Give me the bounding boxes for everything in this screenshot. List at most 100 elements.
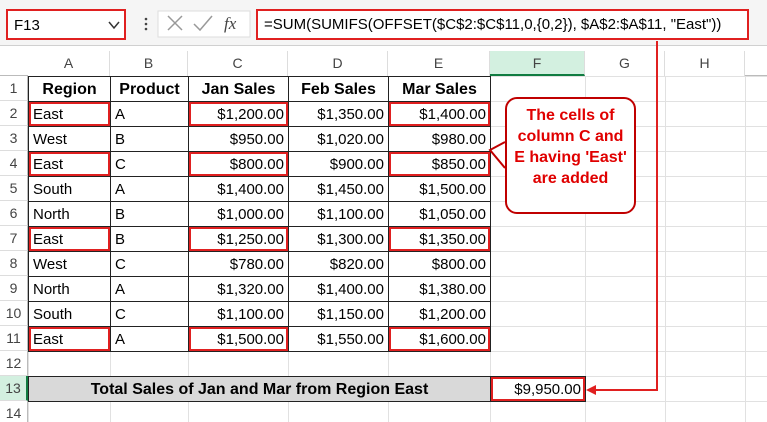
cell-gridline (745, 326, 767, 352)
cell-gridline (665, 151, 746, 177)
cancel-icon[interactable] (167, 15, 183, 31)
cell-gridline (745, 401, 767, 422)
cell-gridline (585, 351, 666, 377)
cell-gridline (665, 176, 746, 202)
table-cell: $1,380.00 (388, 276, 491, 302)
cell-gridline (188, 401, 289, 422)
table-cell: $820.00 (288, 251, 389, 277)
table-cell: C (110, 251, 189, 277)
cell-gridline (665, 126, 746, 152)
cell-gridline (388, 351, 491, 377)
cell-gridline (585, 251, 666, 277)
highlight-box (29, 152, 110, 176)
cell-gridline (490, 251, 586, 277)
cell-gridline (585, 301, 666, 327)
table-header-cell: Mar Sales (388, 76, 491, 102)
name-box-text: F13 (14, 17, 40, 34)
table-cell: $980.00 (388, 126, 491, 152)
column-header: D (288, 51, 388, 76)
table-cell: North (28, 201, 111, 227)
highlight-box (491, 377, 585, 401)
cell-gridline (28, 351, 111, 377)
row-header: 9 (0, 276, 28, 301)
table-cell: $1,020.00 (288, 126, 389, 152)
table-cell: $1,500.00 (188, 326, 289, 352)
table-cell: $1,200.00 (188, 101, 289, 127)
table-header-cell: Jan Sales (188, 76, 289, 102)
row-header: 10 (0, 301, 28, 326)
cell-gridline (288, 401, 389, 422)
row-header: 3 (0, 126, 28, 151)
cell-gridline (288, 351, 389, 377)
row-header: 2 (0, 101, 28, 126)
cell-gridline (490, 401, 586, 422)
cell-gridline (745, 176, 767, 202)
cell-gridline (745, 276, 767, 302)
insert-function[interactable]: fx (224, 14, 237, 33)
highlight-box (189, 152, 288, 176)
cell-gridline (665, 201, 746, 227)
table-cell: West (28, 126, 111, 152)
row-header: 5 (0, 176, 28, 201)
table-cell: $1,550.00 (288, 326, 389, 352)
cell-gridline (585, 401, 666, 422)
table-cell: $1,400.00 (388, 101, 491, 127)
highlight-box (389, 327, 490, 351)
row-header: 6 (0, 201, 28, 226)
highlight-box (29, 102, 110, 126)
highlight-box (189, 102, 288, 126)
table-cell: $1,450.00 (288, 176, 389, 202)
table-header-cell: Region (28, 76, 111, 102)
table-cell: South (28, 176, 111, 202)
total-value: $9,950.00 (490, 376, 586, 402)
table-cell: $950.00 (188, 126, 289, 152)
highlight-box (389, 227, 490, 251)
table-cell: A (110, 101, 189, 127)
table-cell: West (28, 251, 111, 277)
row-header: 4 (0, 151, 28, 176)
table-cell: $1,350.00 (288, 101, 389, 127)
table-cell: A (110, 176, 189, 202)
formula-text[interactable]: =SUM(SUMIFS(OFFSET($C$2:$C$11,0,{0,2}), … (256, 9, 749, 40)
column-header: F (490, 51, 585, 76)
cell-gridline (585, 326, 666, 352)
row-header: 1 (0, 76, 28, 101)
cell-gridline (665, 101, 746, 127)
cell-gridline (490, 276, 586, 302)
table-cell: B (110, 201, 189, 227)
table-cell: East (28, 226, 111, 252)
cell-gridline (665, 76, 746, 102)
table-cell: South (28, 301, 111, 327)
table-cell: $780.00 (188, 251, 289, 277)
cell-gridline (665, 251, 746, 277)
cell-gridline (585, 276, 666, 302)
cell-gridline (665, 351, 746, 377)
total-label: Total Sales of Jan and Mar from Region E… (28, 376, 491, 402)
table-cell: $800.00 (388, 251, 491, 277)
table-cell: B (110, 226, 189, 252)
dropdown-icon (108, 21, 120, 30)
enter-icon[interactable] (193, 15, 213, 32)
table-cell: $1,200.00 (388, 301, 491, 327)
cell-gridline (490, 351, 586, 377)
highlight-box (189, 327, 288, 351)
highlight-box (189, 227, 288, 251)
name-box[interactable]: F13 (6, 9, 126, 40)
cell-gridline (665, 376, 746, 402)
highlight-box (29, 327, 110, 351)
table-cell: North (28, 276, 111, 302)
cell-gridline (745, 301, 767, 327)
table-cell: $1,500.00 (388, 176, 491, 202)
cell-gridline (490, 326, 586, 352)
cell-gridline (110, 401, 189, 422)
formula-icons: fx (144, 10, 251, 38)
cell-gridline (665, 301, 746, 327)
row-header: 7 (0, 226, 28, 251)
column-header: B (110, 51, 188, 76)
column-header: G (585, 51, 665, 76)
cell-gridline (745, 126, 767, 152)
row-header: 12 (0, 351, 28, 376)
table-cell: B (110, 126, 189, 152)
cell-gridline (665, 401, 746, 422)
